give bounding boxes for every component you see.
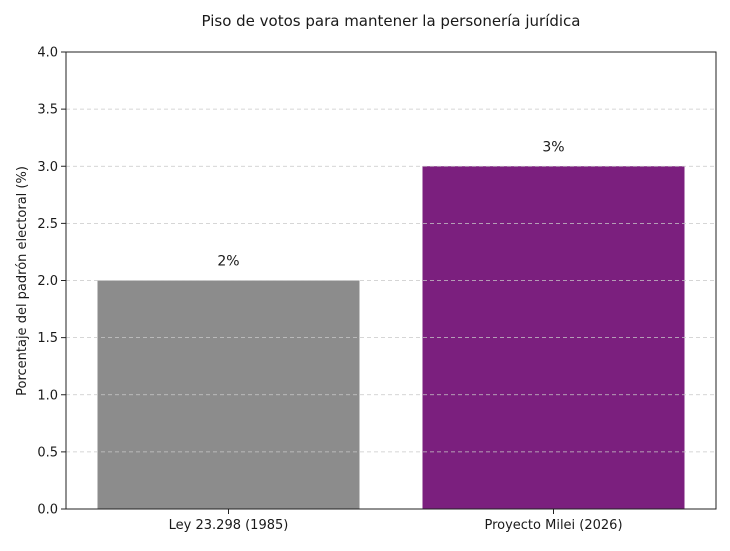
chart-title: Piso de votos para mantener la personerí… [202, 12, 581, 30]
y-axis-label: Porcentaje del padrón electoral (%) [15, 166, 30, 396]
y-tick-label: 3.5 [37, 103, 58, 118]
y-tick-label: 2.5 [37, 217, 58, 232]
data-label: 2% [217, 254, 239, 270]
y-tick-label: 2.0 [37, 274, 58, 289]
y-tick-label: 0.5 [37, 445, 58, 460]
x-tick-label: Ley 23.298 (1985) [169, 518, 289, 533]
y-tick-label: 1.5 [37, 331, 58, 346]
data-label: 3% [542, 139, 564, 155]
y-tick-label: 0.0 [37, 503, 58, 518]
y-tick-label: 4.0 [37, 46, 58, 61]
x-tick-label: Proyecto Milei (2026) [484, 518, 622, 533]
y-tick-label: 3.0 [37, 160, 58, 175]
y-tick-label: 1.0 [37, 388, 58, 403]
